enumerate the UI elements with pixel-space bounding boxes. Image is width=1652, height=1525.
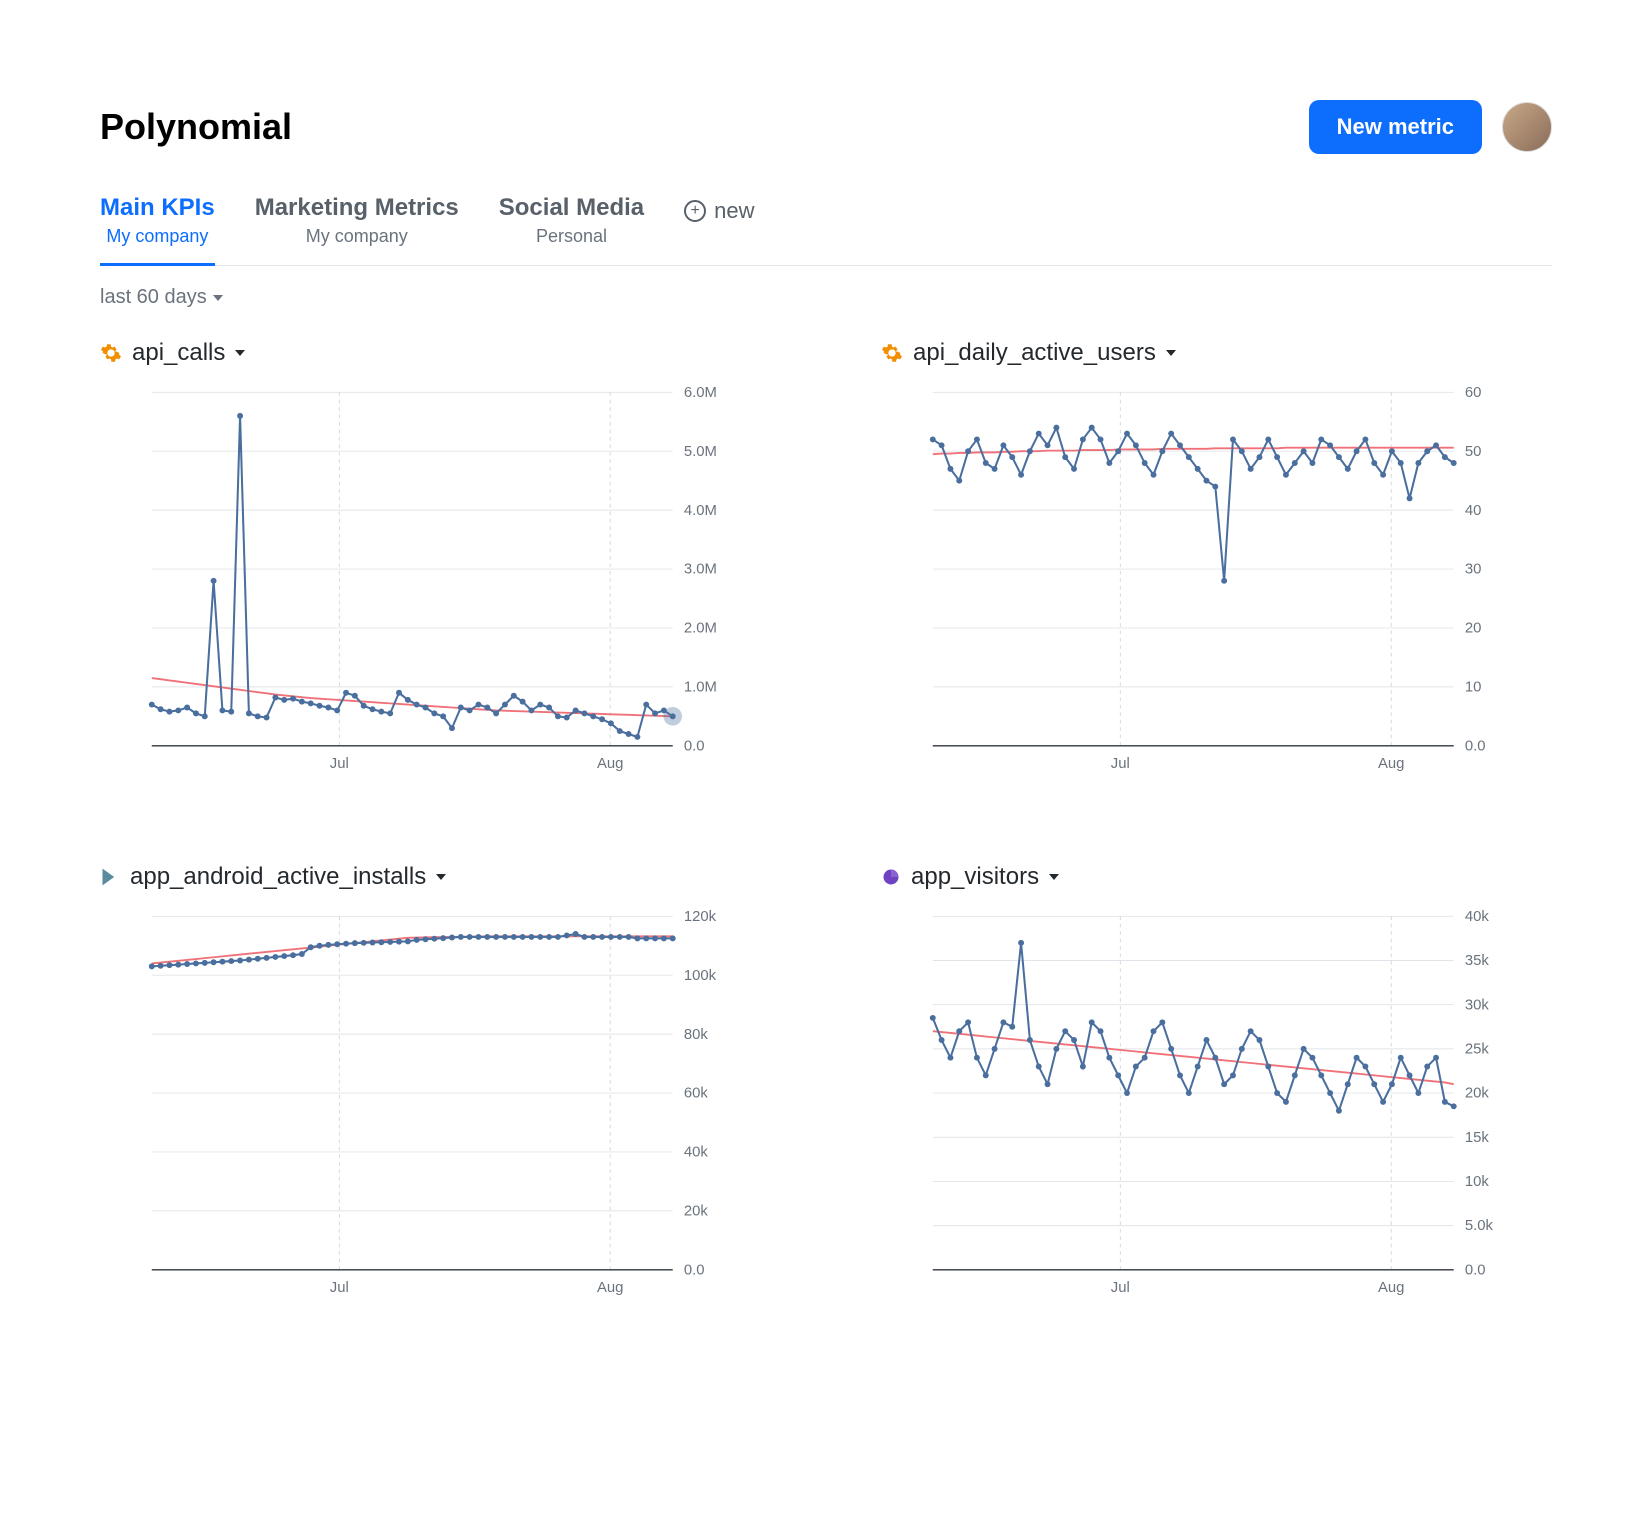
chart-plot[interactable]: 0.0 5.0k 10k 15k 20k 25k 30k 35k 40k Jul Aug (881, 907, 1552, 1307)
chart-title: api_calls (132, 339, 225, 367)
tab-subtitle: My company (106, 226, 208, 247)
svg-text:60: 60 (1465, 385, 1482, 401)
chart-plot[interactable]: 0.0 1.0M 2.0M 3.0M 4.0M 5.0M 6.0M Jul Aug (100, 383, 771, 783)
svg-text:10: 10 (1465, 680, 1482, 696)
caret-down-icon (436, 874, 446, 880)
caret-down-icon (235, 350, 245, 356)
tab-subtitle: Personal (536, 226, 607, 247)
tab-title: Marketing Metrics (255, 194, 459, 222)
svg-text:Jul: Jul (1111, 1280, 1130, 1296)
chart-title-row[interactable]: api_calls (100, 339, 771, 367)
new-tab-label: new (714, 198, 754, 224)
svg-text:1.0M: 1.0M (684, 680, 717, 696)
date-filter-label: last 60 days (100, 286, 207, 309)
svg-text:Jul: Jul (330, 1280, 349, 1296)
avatar[interactable] (1502, 102, 1552, 152)
svg-text:3.0M: 3.0M (684, 562, 717, 578)
svg-text:5.0M: 5.0M (684, 444, 717, 460)
date-filter[interactable]: last 60 days (100, 286, 223, 309)
svg-text:0.0: 0.0 (684, 738, 705, 754)
header: Polynomial New metric (100, 100, 1552, 154)
svg-text:Aug: Aug (1378, 756, 1404, 772)
header-actions: New metric (1309, 100, 1552, 154)
svg-text:30k: 30k (1465, 997, 1490, 1013)
page-title: Polynomial (100, 106, 292, 148)
tab-subtitle: My company (306, 226, 408, 247)
svg-text:40: 40 (1465, 503, 1482, 519)
chart-title-row[interactable]: api_daily_active_users (881, 339, 1552, 367)
tabs: Main KPIs My company Marketing Metrics M… (100, 194, 1552, 266)
new-tab-button[interactable]: + new (684, 194, 754, 224)
chart-card-app_android_active_installs: app_android_active_installs 0.0 20k 40k 60k 8… (100, 863, 771, 1307)
svg-text:40k: 40k (1465, 909, 1490, 925)
svg-text:Jul: Jul (1111, 756, 1130, 772)
plus-icon: + (684, 200, 706, 222)
chart-title: api_daily_active_users (913, 339, 1156, 367)
svg-text:4.0M: 4.0M (684, 503, 717, 519)
svg-text:5.0k: 5.0k (1465, 1218, 1494, 1234)
chart-title-row[interactable]: app_android_active_installs (100, 863, 771, 891)
svg-text:15k: 15k (1465, 1130, 1490, 1146)
svg-text:20: 20 (1465, 621, 1482, 637)
svg-text:Aug: Aug (597, 1280, 623, 1296)
tab-title: Social Media (499, 194, 644, 222)
caret-down-icon (213, 295, 223, 301)
svg-text:60k: 60k (684, 1086, 709, 1102)
svg-text:10k: 10k (1465, 1174, 1490, 1190)
svg-text:80k: 80k (684, 1027, 709, 1043)
play-store-icon (100, 867, 120, 887)
svg-text:100k: 100k (684, 968, 717, 984)
svg-text:50: 50 (1465, 444, 1482, 460)
svg-text:0.0: 0.0 (1465, 1262, 1486, 1278)
chart-card-api_calls: api_calls 0.0 1.0M 2.0M 3.0M 4.0M 5.0M 6.0M Jul A… (100, 339, 771, 783)
tab-marketing-metrics[interactable]: Marketing Metrics My company (255, 194, 459, 265)
chart-card-app_visitors: app_visitors 0.0 5.0k 10k 15k 20k 25k 30k 35k 40k… (881, 863, 1552, 1307)
svg-text:20k: 20k (1465, 1086, 1490, 1102)
tab-title: Main KPIs (100, 194, 215, 222)
chart-card-api_daily_active_users: api_daily_active_users 0.0 10 20 30 40 50 60 Jul… (881, 339, 1552, 783)
charts-grid: api_calls 0.0 1.0M 2.0M 3.0M 4.0M 5.0M 6.0M Jul A… (100, 339, 1552, 1307)
chart-title: app_visitors (911, 863, 1039, 891)
caret-down-icon (1166, 350, 1176, 356)
svg-text:6.0M: 6.0M (684, 385, 717, 401)
svg-text:2.0M: 2.0M (684, 621, 717, 637)
svg-text:0.0: 0.0 (1465, 738, 1486, 754)
svg-text:30: 30 (1465, 562, 1482, 578)
svg-text:Aug: Aug (1378, 1280, 1404, 1296)
svg-text:20k: 20k (684, 1204, 709, 1220)
analytics-icon (881, 867, 901, 887)
svg-text:0.0: 0.0 (684, 1262, 705, 1278)
chart-plot[interactable]: 0.0 10 20 30 40 50 60 Jul Aug (881, 383, 1552, 783)
svg-text:Jul: Jul (330, 756, 349, 772)
svg-text:35k: 35k (1465, 953, 1490, 969)
svg-text:Aug: Aug (597, 756, 623, 772)
gear-icon (881, 342, 903, 364)
tab-social-media[interactable]: Social Media Personal (499, 194, 644, 265)
new-metric-button[interactable]: New metric (1309, 100, 1482, 154)
svg-text:120k: 120k (684, 909, 717, 925)
chart-plot[interactable]: 0.0 20k 40k 60k 80k 100k 120k Jul Aug (100, 907, 771, 1307)
chart-title-row[interactable]: app_visitors (881, 863, 1552, 891)
gear-icon (100, 342, 122, 364)
caret-down-icon (1049, 874, 1059, 880)
tab-main-kpis[interactable]: Main KPIs My company (100, 194, 215, 265)
svg-text:25k: 25k (1465, 1042, 1490, 1058)
svg-text:40k: 40k (684, 1145, 709, 1161)
chart-title: app_android_active_installs (130, 863, 426, 891)
